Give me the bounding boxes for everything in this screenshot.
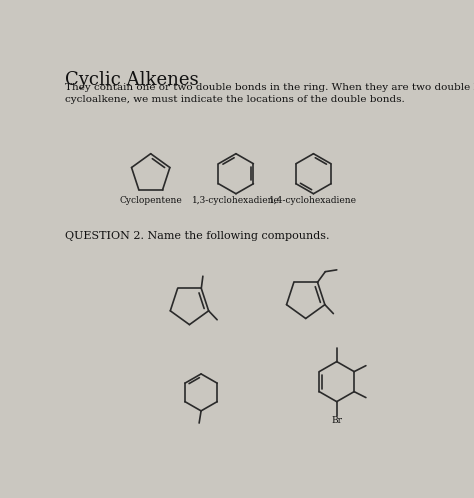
Text: Br: Br (331, 416, 342, 425)
Text: Cyclopentene: Cyclopentene (119, 196, 182, 205)
Text: 1,4-cyclohexadiene: 1,4-cyclohexadiene (269, 196, 357, 205)
Text: They contain one or two double bonds in the ring. When they are two double bonds: They contain one or two double bonds in … (65, 83, 474, 105)
Text: QUESTION 2. Name the following compounds.: QUESTION 2. Name the following compounds… (65, 231, 330, 241)
Text: 1,3-cyclohexadiene: 1,3-cyclohexadiene (192, 196, 280, 205)
Text: Cyclic Alkenes: Cyclic Alkenes (65, 71, 199, 89)
